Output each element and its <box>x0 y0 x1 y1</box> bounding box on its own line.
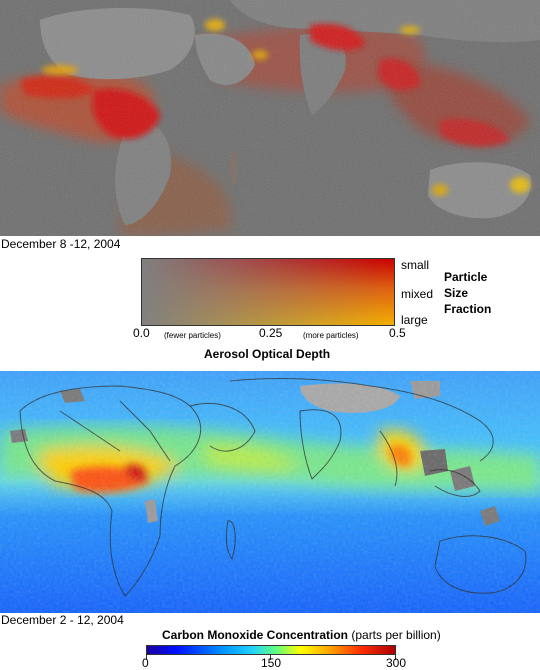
co-tick-mark-0 <box>146 655 147 660</box>
legend-size-title-2: Size <box>444 286 469 300</box>
co-legend-units: (parts per billion) <box>351 628 441 642</box>
legend-tick-mid: 0.25 <box>259 326 283 340</box>
legend-label-small: small <box>401 258 430 272</box>
co-tick-mark-150 <box>270 655 271 660</box>
aerosol-legend-title: Aerosol Optical Depth <box>204 347 331 361</box>
co-legend-caption: Carbon Monoxide Concentration (parts per… <box>162 628 441 642</box>
legend-size-title-1: Particle <box>444 270 488 284</box>
co-tick-300: 300 <box>386 656 407 670</box>
legend-hint-right: (more particles) <box>303 331 359 340</box>
legend-label-large: large <box>401 313 428 327</box>
co-legend-title: Carbon Monoxide Concentration <box>162 628 348 642</box>
legend-label-mixed: mixed <box>401 287 434 301</box>
co-date: December 2 - 12, 2004 <box>1 613 124 627</box>
co-tick-0: 0 <box>142 656 149 670</box>
aerosol-map <box>0 0 540 236</box>
legend-tick-max: 0.5 <box>389 326 406 340</box>
carbon-monoxide-map <box>0 371 540 613</box>
co-tick-150: 150 <box>261 656 282 670</box>
aerosol-date: December 8 -12, 2004 <box>1 237 121 251</box>
legend-hint-left: (fewer particles) <box>164 331 221 340</box>
co-tick-mark-300 <box>395 655 396 660</box>
aerosol-legend-gradient <box>141 258 395 326</box>
legend-size-title-3: Fraction <box>444 302 492 316</box>
co-colorbar <box>146 645 396 655</box>
legend-tick-min: 0.0 <box>133 326 150 340</box>
